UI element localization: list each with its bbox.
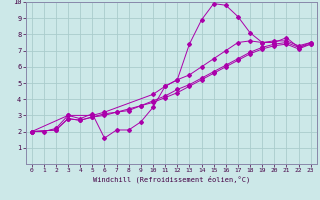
X-axis label: Windchill (Refroidissement éolien,°C): Windchill (Refroidissement éolien,°C) xyxy=(92,176,250,183)
